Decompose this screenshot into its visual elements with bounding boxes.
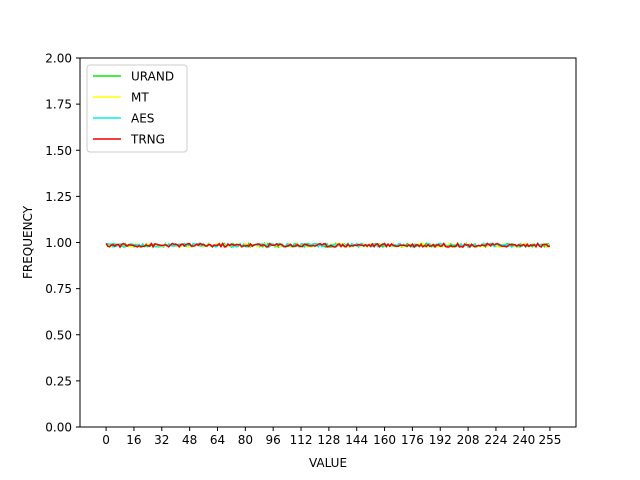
x-tick-label: 112 [290,433,313,447]
series-line-trng [105,241,551,249]
x-tick-label: 0 [102,433,110,447]
legend: URAND MT AES TRNG [86,64,188,153]
legend-label: MT [131,91,149,105]
x-tick-label: 96 [266,433,281,447]
y-tick-label: 0.75 [45,282,72,296]
x-tick-label: 255 [538,433,561,447]
x-tick-label: 16 [126,433,141,447]
x-tick-label: 160 [373,433,396,447]
legend-label: TRNG [130,133,165,147]
y-axis-label: FREQUENCY [21,205,35,279]
legend-label: URAND [131,70,174,84]
x-axis-label: VALUE [309,456,347,470]
y-tick-label: 0.50 [45,328,72,342]
x-tick-label: 224 [484,433,507,447]
y-tick-label: 2.00 [45,52,72,66]
y-axis: 0.00 0.25 0.50 0.75 1.00 1.25 1.50 1.75 2.00 [45,52,80,435]
x-tick-label: 48 [182,433,197,447]
x-tick-label: 176 [401,433,424,447]
legend-box [86,64,188,153]
x-tick-label: 192 [429,433,452,447]
x-tick-label: 128 [317,433,340,447]
y-tick-label: 0.25 [45,374,72,388]
x-tick-label: 144 [345,433,368,447]
x-tick-label: 64 [210,433,225,447]
series-layer [105,241,551,249]
x-axis: 0 16 32 48 64 80 96 112 128 144 160 176 192 208 224 240… [102,427,561,447]
x-tick-label: 208 [457,433,480,447]
y-tick-label: 1.50 [45,144,72,158]
x-tick-label: 80 [238,433,253,447]
y-tick-label: 1.75 [45,98,72,112]
x-tick-label: 240 [512,433,535,447]
y-tick-label: 1.00 [45,236,72,250]
x-tick-label: 32 [154,433,169,447]
y-tick-label: 1.25 [45,190,72,204]
y-tick-label: 0.00 [45,421,72,435]
legend-label: AES [131,112,154,126]
